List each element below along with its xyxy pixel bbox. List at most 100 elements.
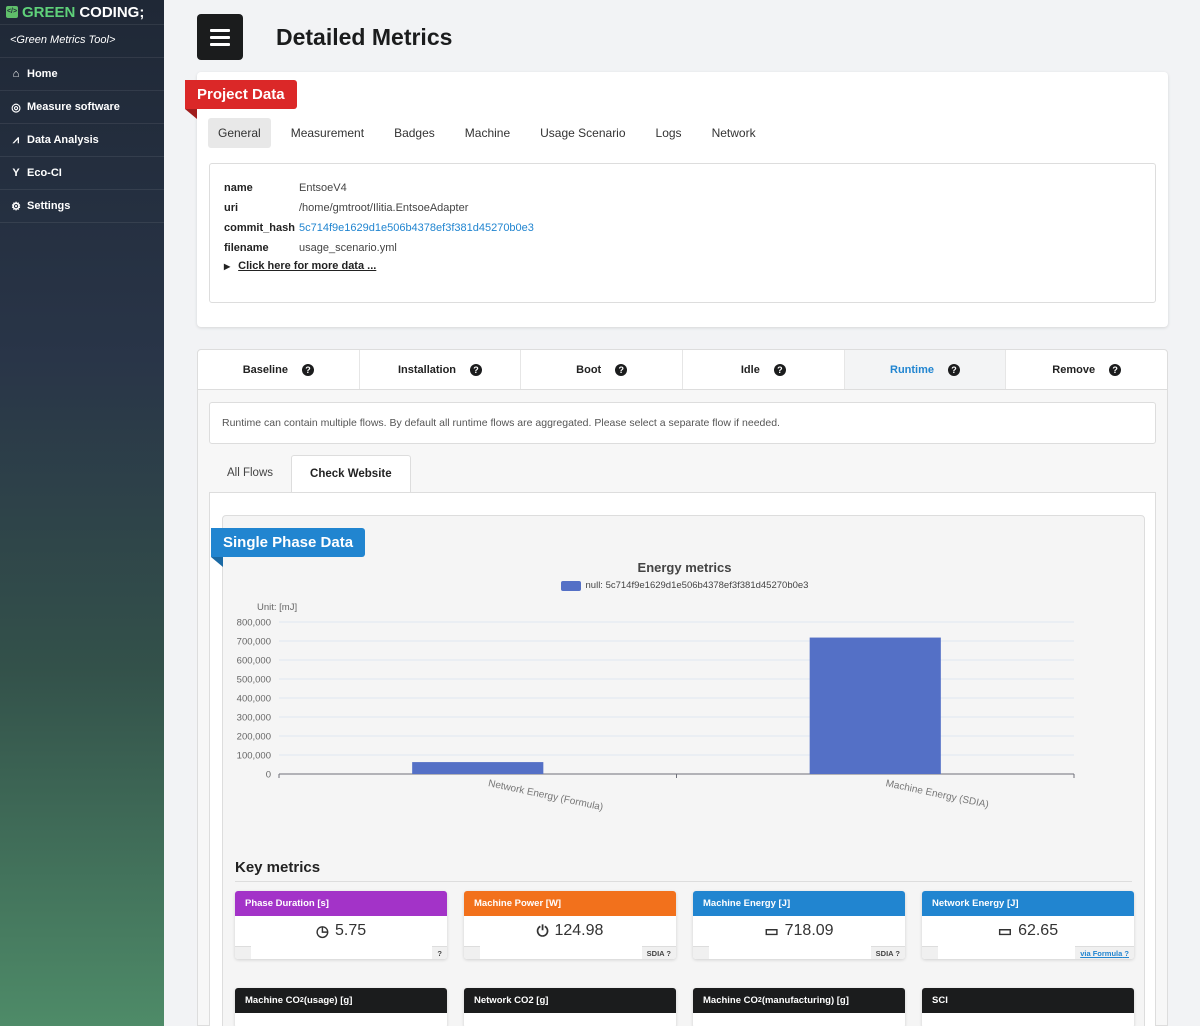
- home-icon: ⌂: [12, 68, 20, 80]
- tab-logs[interactable]: Logs: [655, 126, 682, 140]
- source-label[interactable]: SDIA ?: [870, 946, 905, 959]
- y-tick-label: 200,000: [237, 732, 271, 743]
- question-circle-icon[interactable]: ?: [615, 363, 628, 376]
- tab-usage-scenario[interactable]: Usage Scenario: [540, 126, 626, 140]
- metric-header: Machine Energy [J]: [693, 891, 905, 916]
- question-circle-icon[interactable]: ?: [948, 363, 961, 376]
- y-tick-label: 600,000: [237, 656, 271, 667]
- metric-header: Network CO2 [g]: [464, 988, 676, 1013]
- question-circle-icon[interactable]: ?: [1109, 363, 1122, 376]
- field-key: name: [224, 182, 253, 194]
- code-logo-icon: </>: [6, 6, 18, 18]
- project-data-card: Project Data General Measurement Badges …: [185, 72, 1168, 327]
- question-circle-icon: ?: [1124, 949, 1129, 958]
- metric-value-row: ▭ 718.09: [693, 916, 905, 946]
- tab-network[interactable]: Network: [711, 126, 756, 140]
- source-label[interactable]: SDIA ?: [641, 946, 676, 959]
- field-value: usage_scenario.yml: [299, 242, 397, 254]
- metric-card-machine-energy: Machine Energy [J] ▭ 718.09 SDIA ?: [693, 891, 905, 959]
- tab-general[interactable]: General: [208, 118, 271, 148]
- field-row-name: name EntsoeV4: [224, 178, 1141, 198]
- sidebar-item-settings[interactable]: ⚙ Settings: [0, 190, 164, 223]
- field-row-filename: filename usage_scenario.yml: [224, 238, 1141, 258]
- sidebar-item-label: Home: [27, 68, 58, 80]
- flow-tabs: All Flows Check Website: [209, 455, 411, 493]
- question-circle-icon[interactable]: ?: [773, 363, 786, 376]
- info-button[interactable]: ?: [432, 946, 447, 959]
- project-tabs: General Measurement Badges Machine Usage…: [208, 118, 776, 148]
- sidebar-item-label: Settings: [27, 200, 71, 212]
- runtime-note: Runtime can contain multiple flows. By d…: [209, 402, 1156, 444]
- question-circle-icon: ?: [666, 949, 671, 958]
- metric-header: Network Energy [J]: [922, 891, 1134, 916]
- tab-measurement[interactable]: Measurement: [290, 126, 365, 140]
- sidebar-item-data-analysis[interactable]: ⩘ Data Analysis: [0, 124, 164, 157]
- sidebar-item-home[interactable]: ⌂ Home: [0, 58, 164, 91]
- step-label: Boot: [576, 363, 602, 376]
- x-category-label: Machine Energy (SDIA): [885, 778, 990, 811]
- brand[interactable]: </> GREEN CODING;: [0, 0, 164, 24]
- y-tick-label: 0: [266, 770, 271, 781]
- legend-swatch: [560, 580, 581, 591]
- step-boot[interactable]: Boot?: [521, 350, 684, 389]
- step-label: Idle: [740, 363, 760, 376]
- sidebar-item-label: Measure software: [27, 101, 120, 113]
- metric-value-row: ▭ 62.65: [922, 916, 1134, 946]
- step-remove[interactable]: Remove?: [1006, 350, 1167, 389]
- metric-footer-left: [464, 946, 480, 959]
- metric-card-machine-co2-manufacturing: Machine CO 2 (manufacturing) [g]: [693, 988, 905, 1026]
- via-formula-link[interactable]: via Formula ?: [1075, 946, 1134, 959]
- sidebar: </> GREEN CODING; <Green Metrics Tool> ⌂…: [0, 0, 164, 1026]
- sidebar-item-eco-ci[interactable]: Y Eco-CI: [0, 157, 164, 190]
- sidebar-item-label: Eco-CI: [27, 167, 62, 179]
- flow-panel: Single Phase Data Energy metrics null: 5…: [209, 492, 1156, 1026]
- metric-footer-left: [922, 946, 938, 959]
- step-runtime[interactable]: Runtime?: [844, 350, 1007, 389]
- metric-header: SCI: [922, 988, 1134, 1013]
- metric-value: 718.09: [784, 922, 834, 939]
- question-circle-icon[interactable]: ?: [301, 363, 314, 376]
- tagline: <Green Metrics Tool>: [0, 24, 164, 58]
- step-label: Installation: [397, 363, 457, 376]
- chart-legend[interactable]: null: 5c714f9e1629d1e506b4378ef3f381d452…: [223, 580, 1146, 591]
- key-metrics-title: Key metrics: [235, 859, 1132, 882]
- cogs-icon: ⚙: [11, 200, 21, 213]
- metric-footer-left: [693, 946, 709, 959]
- question-circle-icon: ?: [895, 949, 900, 958]
- tab-badges[interactable]: Badges: [394, 126, 435, 140]
- metric-title-part: Machine CO: [703, 995, 758, 1006]
- page-title: Detailed Metrics: [276, 24, 453, 50]
- metric-card-sci: SCI: [922, 988, 1134, 1026]
- metric-footer: via Formula ?: [922, 946, 1134, 959]
- metric-header: Phase Duration [s]: [235, 891, 447, 916]
- bar-network-energy: [412, 762, 544, 774]
- metric-title-sub: 2: [299, 997, 304, 1004]
- sidebar-item-measure-software[interactable]: ◎ Measure software: [0, 91, 164, 124]
- tab-machine[interactable]: Machine: [464, 126, 511, 140]
- sidebar-item-label: Data Analysis: [27, 134, 99, 146]
- tab-all-flows[interactable]: All Flows: [227, 467, 274, 479]
- question-circle-icon[interactable]: ?: [470, 363, 483, 376]
- metric-header: Machine CO 2 (usage) [g]: [235, 988, 447, 1013]
- more-data-toggle[interactable]: ▶ Click here for more data ...: [224, 260, 1141, 272]
- chart-line-icon: ⩘: [12, 133, 20, 146]
- metric-card-phase-duration: Phase Duration [s] ◷ 5.75 ?: [235, 891, 447, 959]
- field-key: commit_hash: [224, 222, 295, 234]
- brand-green: GREEN: [22, 3, 76, 21]
- metric-header: Machine CO 2 (manufacturing) [g]: [693, 988, 905, 1013]
- bar-machine-energy: [809, 637, 941, 774]
- hamburger-icon-line: [210, 35, 230, 39]
- brand-coding: CODING;: [79, 3, 145, 21]
- step-idle[interactable]: Idle?: [683, 350, 845, 389]
- question-circle-icon: ?: [437, 949, 442, 958]
- tab-check-website[interactable]: Check Website: [291, 455, 411, 493]
- step-installation[interactable]: Installation?: [360, 350, 522, 389]
- y-tick-label: 500,000: [237, 675, 271, 686]
- menu-toggle-button[interactable]: [197, 14, 243, 60]
- commit-hash-link[interactable]: 5c714f9e1629d1e506b4378ef3f381d45270b0e3: [299, 222, 534, 234]
- metric-title-sub: 2: [757, 997, 762, 1004]
- metric-title-part: SCI: [932, 995, 948, 1006]
- metric-footer: SDIA ?: [464, 946, 676, 959]
- step-baseline[interactable]: Baseline?: [198, 350, 360, 389]
- source-text: via Formula: [1080, 949, 1123, 958]
